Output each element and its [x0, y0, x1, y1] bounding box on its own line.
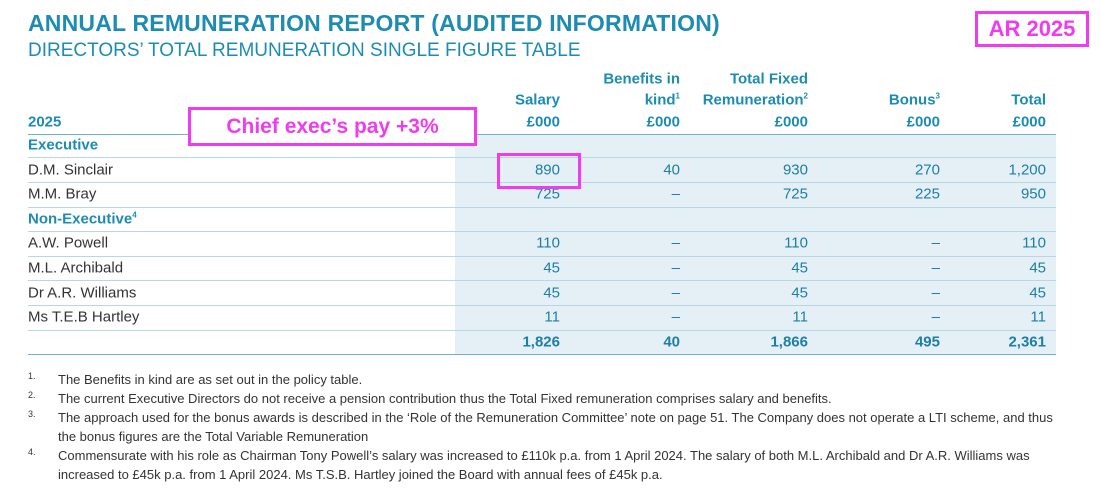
cell-value: 890 — [534, 161, 560, 179]
cell-value: 45 — [543, 284, 560, 302]
footnote-text: Commensurate with his role as Chairman T… — [58, 448, 1030, 482]
cell-value: – — [931, 234, 940, 252]
footnote-ref: 1 — [675, 91, 680, 101]
row-rule — [28, 206, 1056, 208]
total-value: 2,361 — [1008, 333, 1046, 351]
cell-value: 40 — [663, 161, 680, 179]
column-header: Salary — [515, 92, 560, 109]
cell-value: 11 — [1030, 308, 1046, 326]
column-header-text: Remuneration — [702, 91, 804, 109]
cell-value: 725 — [782, 185, 808, 203]
column-header: Total — [1011, 92, 1046, 109]
cell-value: 45 — [543, 259, 560, 277]
footnote-number: 4. — [28, 447, 36, 457]
total-value: 1,866 — [770, 333, 808, 351]
cell-value: – — [931, 259, 940, 277]
column-unit: £000 — [526, 113, 560, 131]
cell-value: 1,200 — [1008, 161, 1046, 179]
cell-value: 45 — [791, 259, 808, 277]
section-label: Executive — [28, 137, 98, 154]
director-name: M.M. Bray — [28, 185, 97, 203]
total-value: 40 — [663, 333, 680, 351]
cell-value: 950 — [1020, 185, 1046, 203]
column-unit: £000 — [906, 113, 940, 131]
cell-value: – — [671, 259, 680, 277]
cell-value: 110 — [784, 234, 808, 252]
cell-value: 45 — [1029, 259, 1046, 277]
section-text: Non-Executive — [28, 210, 133, 228]
section-text: Executive — [28, 136, 99, 154]
row-rule — [28, 255, 1056, 257]
row-rule — [28, 280, 1056, 282]
cell-value: 45 — [791, 284, 808, 302]
highlight-box — [497, 153, 581, 189]
director-name: Dr A.R. Williams — [28, 284, 137, 302]
cell-value: 930 — [782, 161, 808, 179]
footnote-ref: 2 — [803, 91, 808, 101]
column-header-text: Total — [1011, 91, 1046, 109]
report-subtitle: DIRECTORS’ TOTAL REMUNERATION SINGLE FIG… — [28, 40, 581, 61]
director-name: A.W. Powell — [28, 234, 109, 252]
value-band — [455, 135, 1056, 355]
footnote-number: 1. — [28, 371, 36, 381]
header-rule — [28, 134, 1056, 135]
row-rule — [28, 329, 1056, 331]
cell-value: 110 — [1022, 234, 1046, 252]
row-rule — [28, 231, 1056, 233]
footnote-number: 3. — [28, 409, 36, 419]
section-label: Non-Executive4 — [28, 210, 137, 227]
column-header-text: Total Fixed — [729, 70, 808, 88]
footnote-ref: 3 — [935, 91, 940, 101]
column-unit: £000 — [1012, 113, 1046, 131]
cell-value: 725 — [534, 185, 560, 203]
row-rule — [28, 157, 1056, 159]
cell-value: 45 — [1029, 284, 1046, 302]
column-header-text: Bonus — [888, 91, 936, 109]
cell-value: 225 — [914, 185, 940, 203]
cell-value: 11 — [792, 308, 808, 326]
total-rule — [28, 354, 1056, 356]
column-unit: £000 — [646, 113, 680, 131]
column-unit: £000 — [774, 113, 808, 131]
cell-value: – — [671, 308, 680, 326]
cell-value: 270 — [914, 161, 940, 179]
total-value: 1,826 — [522, 333, 560, 351]
cell-value: – — [931, 308, 940, 326]
footnote-text: The approach used for the bonus awards i… — [58, 410, 1053, 444]
director-name: M.L. Archibald — [28, 259, 124, 277]
row-rule — [28, 181, 1056, 183]
cell-value: 11 — [544, 308, 560, 326]
column-header: Benefits in — [603, 71, 680, 88]
total-value: 495 — [914, 333, 940, 351]
annotation: Chief exec’s pay +3% — [188, 107, 477, 146]
column-header: kind1 — [645, 92, 680, 109]
cell-value: – — [931, 284, 940, 302]
footnote-text: The current Executive Directors do not r… — [58, 391, 832, 406]
footnote-number: 2. — [28, 390, 36, 400]
column-header: Total Fixed — [730, 71, 808, 88]
report-title: ANNUAL REMUNERATION REPORT (AUDITED INFO… — [28, 10, 720, 36]
row-rule — [28, 304, 1056, 306]
column-header-text: Salary — [514, 91, 560, 109]
footnote-text: The Benefits in kind are as set out in t… — [58, 372, 363, 387]
cell-value: – — [671, 234, 680, 252]
cell-value: – — [671, 284, 680, 302]
director-name: D.M. Sinclair — [28, 161, 114, 179]
director-name: Ms T.E.B Hartley — [28, 308, 140, 326]
footnote-ref: 4 — [132, 210, 137, 220]
year-badge: AR 2025 — [975, 11, 1089, 47]
year-label: 2025 — [28, 113, 62, 131]
cell-value: 110 — [536, 234, 560, 252]
column-header: Remuneration2 — [703, 92, 808, 109]
cell-value: – — [671, 185, 680, 203]
column-header-text: Benefits in — [603, 70, 680, 88]
column-header-text: kind — [644, 91, 676, 109]
column-header: Bonus3 — [889, 92, 940, 109]
